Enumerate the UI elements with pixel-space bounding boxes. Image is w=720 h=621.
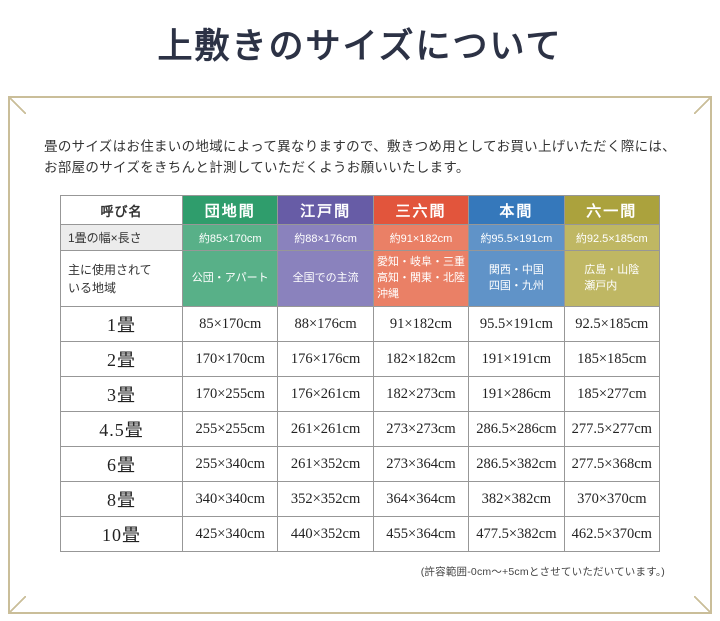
column-header-rokuichima: 六一間 — [563, 195, 661, 226]
frame-corner-top-left — [8, 96, 26, 114]
corner-header-yobina: 呼び名 — [60, 195, 183, 226]
tatami-width-row: 1畳の幅×長さ 約85×170cm 約88×176cm 約91×182cm 約9… — [60, 224, 661, 252]
size-row-label: 8畳 — [60, 481, 183, 518]
size-value-cell: 440×352cm — [277, 516, 374, 553]
page-title: 上敷きのサイズについて — [157, 27, 563, 66]
size-row-10jo: 10畳 425×340cm 440×352cm 455×364cm 477.5×… — [60, 516, 661, 553]
size-row-3jo: 3畳 170×255cm 176×261cm 182×273cm 191×286… — [60, 376, 661, 413]
size-value-cell: 477.5×382cm — [468, 516, 565, 553]
column-header-saburokuma: 三六間 — [372, 195, 470, 226]
region-cell: 広島・山陰 瀬戸内 — [563, 250, 661, 308]
size-row-label: 4.5畳 — [60, 411, 183, 448]
size-value-cell: 277.5×368cm — [563, 446, 661, 483]
tolerance-footnote: (許容範囲-0cm〜+5cmとさせていただいています。) — [420, 566, 665, 579]
size-value-cell: 261×352cm — [277, 446, 374, 483]
tatami-size-cell: 約88×176cm — [277, 224, 374, 252]
region-cell: 関西・中国 四国・九州 — [468, 250, 565, 308]
row-label-width: 1畳の幅×長さ — [60, 224, 183, 252]
size-value-cell: 286.5×286cm — [468, 411, 565, 448]
size-row-4-5jo: 4.5畳 255×255cm 261×261cm 273×273cm 286.5… — [60, 411, 661, 448]
size-row-label: 10畳 — [60, 516, 183, 553]
region-cell: 公団・アパート — [181, 250, 279, 308]
size-row-6jo: 6畳 255×340cm 261×352cm 273×364cm 286.5×3… — [60, 446, 661, 483]
size-row-1jo: 1畳 85×170cm 88×176cm 91×182cm 95.5×191cm… — [60, 306, 661, 343]
size-row-label: 1畳 — [60, 306, 183, 343]
row-label-region: 主に使用されて いる地域 — [60, 250, 183, 308]
size-value-cell: 182×273cm — [372, 376, 470, 413]
size-row-2jo: 2畳 170×170cm 176×176cm 182×182cm 191×191… — [60, 341, 661, 378]
region-cell: 全国での主流 — [277, 250, 374, 308]
tatami-size-cell: 約92.5×185cm — [563, 224, 661, 252]
size-value-cell: 88×176cm — [277, 306, 374, 343]
size-value-cell: 191×191cm — [468, 341, 565, 378]
size-value-cell: 382×382cm — [468, 481, 565, 518]
size-value-cell: 85×170cm — [181, 306, 279, 343]
frame-corner-top-right — [694, 96, 712, 114]
tatami-size-cell: 約85×170cm — [181, 224, 279, 252]
region-cell: 愛知・岐阜・三重 高知・関東・北陸 沖縄 — [372, 250, 470, 308]
size-value-cell: 185×277cm — [563, 376, 661, 413]
size-value-cell: 364×364cm — [372, 481, 470, 518]
tatami-size-table: 呼び名 団地間 江戸間 三六間 本間 六一間 1畳の幅×長さ 約85×170cm… — [60, 195, 661, 553]
size-value-cell: 170×255cm — [181, 376, 279, 413]
size-row-8jo: 8畳 340×340cm 352×352cm 364×364cm 382×382… — [60, 481, 661, 518]
size-value-cell: 255×340cm — [181, 446, 279, 483]
column-header-edoma: 江戸間 — [277, 195, 374, 226]
size-value-cell: 340×340cm — [181, 481, 279, 518]
size-row-label: 3畳 — [60, 376, 183, 413]
size-value-cell: 370×370cm — [563, 481, 661, 518]
tatami-size-cell: 約91×182cm — [372, 224, 470, 252]
size-value-cell: 185×185cm — [563, 341, 661, 378]
frame-corner-bottom-right — [694, 596, 712, 614]
size-value-cell: 255×255cm — [181, 411, 279, 448]
intro-line-1: 畳のサイズはお住まいの地域によって異なりますので、敷きつめ用としてお買い上げいた… — [44, 138, 676, 154]
size-value-cell: 95.5×191cm — [468, 306, 565, 343]
size-value-cell: 182×182cm — [372, 341, 470, 378]
size-row-label: 2畳 — [60, 341, 183, 378]
size-value-cell: 191×286cm — [468, 376, 565, 413]
size-value-cell: 273×364cm — [372, 446, 470, 483]
tatami-size-cell: 約95.5×191cm — [468, 224, 565, 252]
size-value-cell: 462.5×370cm — [563, 516, 661, 553]
size-value-cell: 91×182cm — [372, 306, 470, 343]
size-value-cell: 277.5×277cm — [563, 411, 661, 448]
size-row-label: 6畳 — [60, 446, 183, 483]
size-value-cell: 170×170cm — [181, 341, 279, 378]
region-row: 主に使用されて いる地域 公団・アパート 全国での主流 愛知・岐阜・三重 高知・… — [60, 250, 661, 308]
size-value-cell: 261×261cm — [277, 411, 374, 448]
size-value-cell: 352×352cm — [277, 481, 374, 518]
intro-line-2: お部屋のサイズをきちんと計測していただくようお願いいたします。 — [44, 160, 470, 176]
size-value-cell: 425×340cm — [181, 516, 279, 553]
size-value-cell: 455×364cm — [372, 516, 470, 553]
column-header-honma: 本間 — [468, 195, 565, 226]
size-value-cell: 273×273cm — [372, 411, 470, 448]
size-value-cell: 176×261cm — [277, 376, 374, 413]
size-value-cell: 92.5×185cm — [563, 306, 661, 343]
frame-corner-bottom-left — [8, 596, 26, 614]
intro-text: 畳のサイズはお住まいの地域によって異なりますので、敷きつめ用としてお買い上げいた… — [44, 136, 676, 180]
size-value-cell: 286.5×382cm — [468, 446, 565, 483]
column-header-danchima: 団地間 — [181, 195, 279, 226]
size-value-cell: 176×176cm — [277, 341, 374, 378]
table-header-row: 呼び名 団地間 江戸間 三六間 本間 六一間 — [60, 195, 661, 226]
